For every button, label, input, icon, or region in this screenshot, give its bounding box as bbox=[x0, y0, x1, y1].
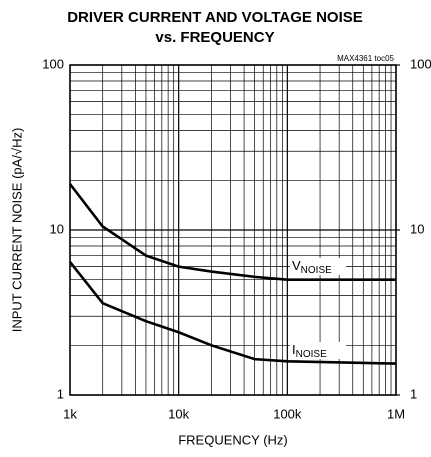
series-label-sub: NOISE bbox=[301, 265, 332, 276]
x-tick-label: 1M bbox=[387, 406, 405, 421]
y2-tick-label: 1 bbox=[410, 386, 417, 401]
y-axis-label: INPUT CURRENT NOISE (pA/√Hz) bbox=[9, 128, 24, 333]
y2-tick-label: 100 bbox=[410, 56, 431, 71]
x-tick-label: 100k bbox=[273, 406, 302, 421]
label-bg bbox=[290, 258, 346, 275]
series-line bbox=[68, 183, 396, 281]
y-tick-label: 10 bbox=[50, 221, 64, 236]
y2-tick-label: 10 bbox=[410, 221, 424, 236]
series-line bbox=[68, 261, 397, 365]
plot-frame bbox=[69, 64, 397, 396]
series-label-main: I bbox=[292, 342, 296, 357]
annotation: MAX4361 toc05 bbox=[337, 54, 394, 63]
chart-subtitle: vs. FREQUENCY bbox=[155, 29, 274, 46]
series-label-main: V bbox=[292, 258, 301, 273]
series-label-sub: NOISE bbox=[296, 349, 327, 360]
y-tick-label: 100 bbox=[42, 56, 64, 71]
x-axis-label: FREQUENCY (Hz) bbox=[178, 432, 288, 447]
label-bg bbox=[290, 342, 346, 359]
y-tick-label: 1 bbox=[57, 386, 64, 401]
x-tick-label: 10k bbox=[168, 406, 189, 421]
x-tick-label: 1k bbox=[63, 406, 77, 421]
series-label: INOISE bbox=[292, 342, 327, 359]
series-label: VNOISE bbox=[292, 258, 332, 275]
chart-title: DRIVER CURRENT AND VOLTAGE NOISE bbox=[67, 9, 363, 26]
